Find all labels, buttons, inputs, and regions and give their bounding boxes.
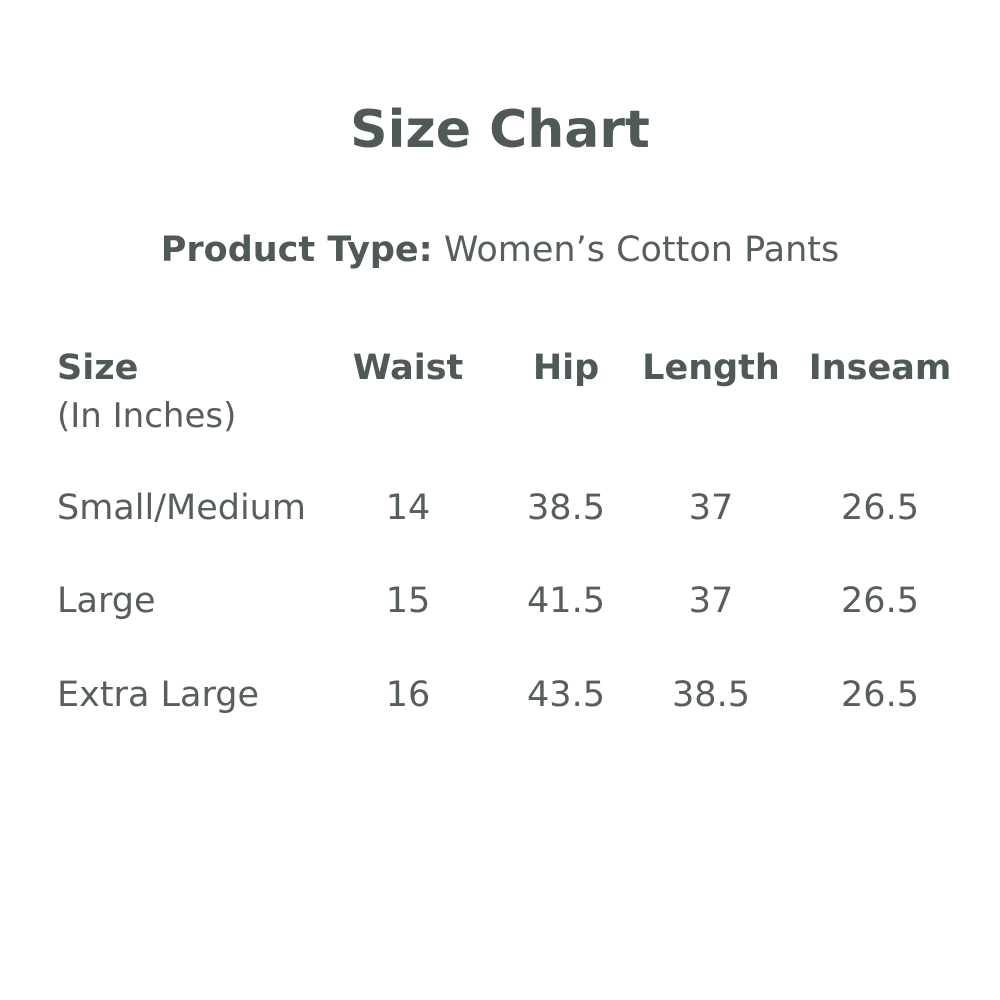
table-cell: 41.5 <box>527 581 605 621</box>
column-header: Waist <box>352 348 464 388</box>
table-cell: 38.5 <box>672 675 750 715</box>
product-type-label: Product Type: <box>160 230 433 270</box>
table-cell: 37 <box>688 581 734 621</box>
table-cell: 38.5 <box>527 488 605 528</box>
column-header: Inseam <box>808 348 952 388</box>
table-cell: 16 <box>385 675 431 715</box>
product-type-value: Women’s Cotton Pants <box>443 230 840 270</box>
table-cell: 37 <box>688 488 734 528</box>
size-unit: (In Inches) <box>57 396 237 436</box>
table-cell: 26.5 <box>841 581 919 621</box>
table-cell: 43.5 <box>527 675 605 715</box>
table-cell: Small/Medium <box>57 488 306 528</box>
page-title: Size Chart <box>350 100 650 160</box>
product-type: Product Type: Women’s Cotton Pants <box>0 230 1000 270</box>
column-header: Size <box>57 348 139 388</box>
table-cell: 26.5 <box>841 488 919 528</box>
table-cell: Extra Large <box>57 675 259 715</box>
table-cell: 15 <box>385 581 431 621</box>
table-cell: 26.5 <box>841 675 919 715</box>
table-cell: 14 <box>385 488 431 528</box>
column-header: Length <box>642 348 780 388</box>
column-header: Hip <box>532 348 600 388</box>
table-cell: Large <box>57 581 156 621</box>
